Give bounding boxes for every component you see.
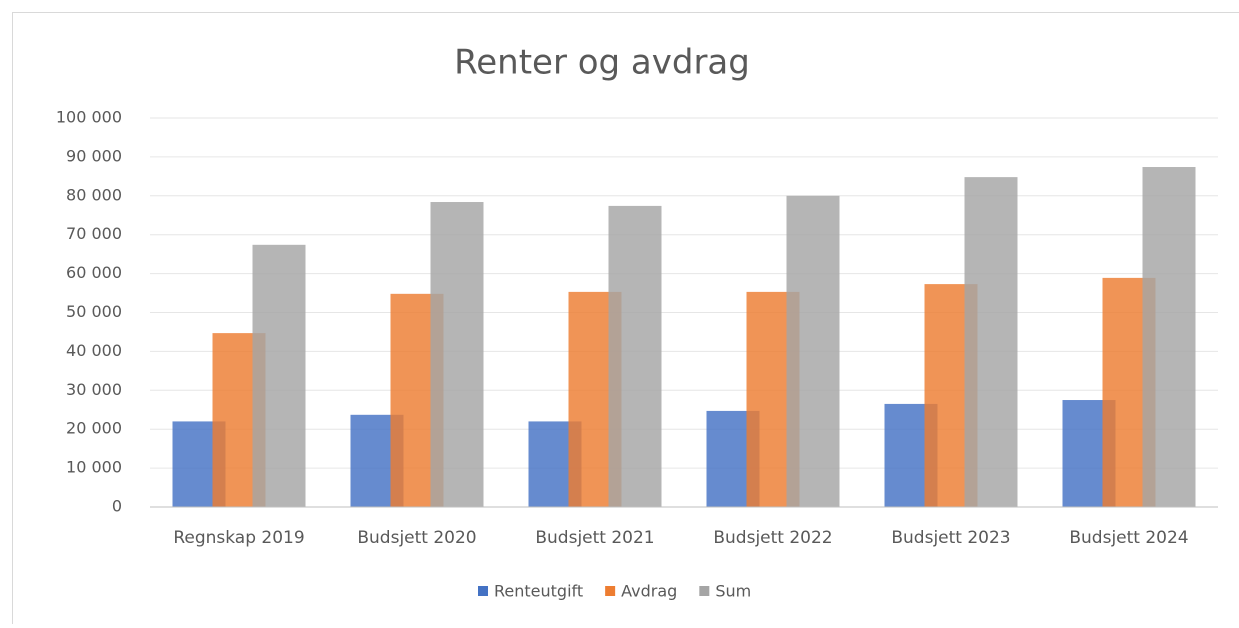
y-tick-label: 20 000	[66, 419, 122, 438]
legend-label: Renteutgift	[494, 582, 583, 601]
x-tick-label: Budsjett 2023	[891, 528, 1010, 548]
legend-swatch	[478, 586, 488, 596]
y-tick-label: 10 000	[66, 458, 122, 477]
x-tick-label: Budsjett 2021	[535, 528, 654, 548]
legend-swatch	[699, 586, 709, 596]
bar	[787, 196, 840, 507]
legend-label: Sum	[715, 582, 751, 601]
x-tick-label: Regnskap 2019	[173, 528, 304, 548]
bar	[253, 245, 306, 507]
y-tick-label: 60 000	[66, 263, 122, 282]
bar	[1143, 167, 1196, 507]
x-tick-label: Budsjett 2022	[713, 528, 832, 548]
y-tick-label: 100 000	[56, 108, 122, 127]
y-tick-label: 90 000	[66, 146, 122, 165]
y-tick-label: 80 000	[66, 185, 122, 204]
y-tick-label: 30 000	[66, 380, 122, 399]
chart-title: Renter og avdrag	[454, 43, 750, 83]
bar	[609, 206, 662, 507]
bar	[431, 202, 484, 507]
y-tick-label: 0	[112, 497, 122, 516]
x-tick-label: Budsjett 2020	[357, 528, 476, 548]
x-tick-label: Budsjett 2024	[1069, 528, 1188, 548]
legend-label: Avdrag	[621, 582, 677, 601]
y-tick-label: 50 000	[66, 302, 122, 321]
bar	[965, 177, 1018, 507]
y-tick-label: 40 000	[66, 341, 122, 360]
y-tick-label: 70 000	[66, 224, 122, 243]
legend-swatch	[605, 586, 615, 596]
